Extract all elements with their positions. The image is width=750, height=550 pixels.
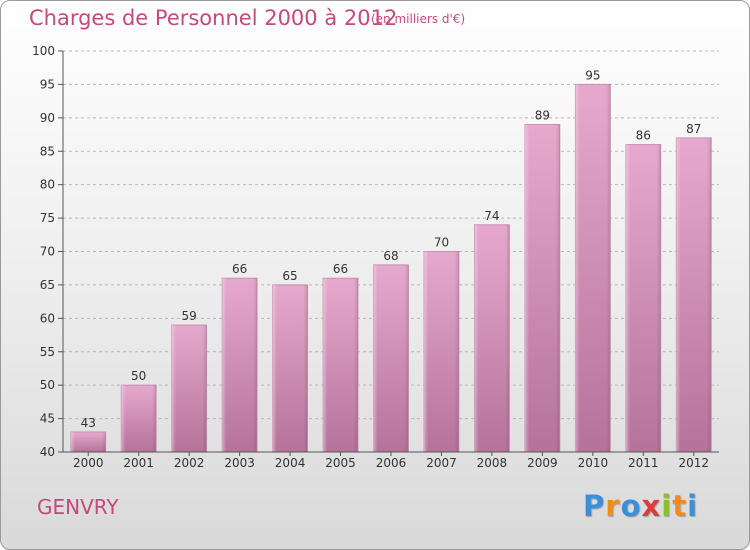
chart-subtitle: (en milliers d'€) — [371, 12, 466, 26]
bar-2007 — [423, 251, 460, 453]
y-tick-label: 80 — [40, 178, 55, 192]
bar-2006 — [373, 264, 409, 453]
bar-2001 — [120, 384, 157, 453]
logo-letter: r — [605, 489, 621, 523]
x-tick-label: 2006 — [376, 456, 407, 470]
y-tick-label: 60 — [40, 311, 55, 325]
x-tick-label: 2002 — [174, 456, 205, 470]
bar-shading — [625, 144, 661, 453]
y-tick-label: 100 — [32, 44, 55, 58]
x-tick-label: 2010 — [578, 456, 609, 470]
x-tick-label: 2005 — [325, 456, 356, 470]
y-tick-label: 65 — [40, 278, 55, 292]
bar-2010 — [574, 83, 611, 453]
y-tick-label: 90 — [40, 111, 55, 125]
data-label: 66 — [232, 262, 247, 276]
y-tick-label: 45 — [40, 412, 55, 426]
data-label: 95 — [585, 68, 600, 82]
bar-2008 — [474, 224, 510, 453]
logo-letter: x — [641, 489, 662, 523]
logo-letter: P — [583, 489, 606, 523]
data-label: 43 — [81, 416, 96, 430]
bar-2009 — [524, 124, 561, 453]
x-tick-label: 2001 — [123, 456, 154, 470]
logo-letter: o — [620, 489, 642, 523]
bar-2011 — [625, 144, 662, 453]
data-label: 70 — [434, 236, 449, 250]
y-tick-label: 95 — [40, 77, 55, 91]
data-label: 65 — [282, 269, 297, 283]
data-label: 50 — [131, 369, 146, 383]
bar-shading — [474, 224, 510, 452]
bar-shading — [121, 385, 157, 452]
bar-2003 — [221, 277, 258, 453]
bar-shading — [323, 278, 358, 452]
y-tick-label: 75 — [40, 211, 55, 225]
y-tick-label: 85 — [40, 144, 55, 158]
bar-shading — [424, 251, 459, 452]
bar-shading — [222, 278, 258, 452]
proxiti-logo[interactable]: Proxiti — [583, 489, 698, 523]
data-label: 59 — [182, 309, 197, 323]
x-tick-label: 2009 — [527, 456, 558, 470]
x-tick-label: 2004 — [275, 456, 306, 470]
bar-shading — [373, 264, 409, 452]
x-tick-label: 2007 — [426, 456, 457, 470]
bar-shading — [272, 284, 308, 452]
logo-letter: i — [687, 489, 699, 523]
x-tick-label: 2003 — [224, 456, 255, 470]
y-tick-label: 55 — [40, 345, 55, 359]
y-tick-label: 70 — [40, 245, 55, 259]
bar-shading — [70, 431, 106, 452]
data-label: 86 — [636, 129, 651, 143]
x-tick-label: 2000 — [73, 456, 104, 470]
x-tick-label: 2012 — [678, 456, 709, 470]
data-label: 87 — [686, 122, 701, 136]
data-label: 68 — [383, 249, 398, 263]
chart-title: Charges de Personnel 2000 à 2012 — [29, 6, 398, 30]
bar-2005 — [322, 277, 359, 453]
bar-2002 — [171, 324, 208, 453]
x-tick-label: 2011 — [628, 456, 659, 470]
bar-2004 — [272, 284, 308, 453]
bar-shading — [524, 124, 560, 453]
bar-shading — [171, 325, 207, 452]
y-tick-label: 50 — [40, 378, 55, 392]
place-name: GENVRY — [37, 495, 119, 519]
x-tick-label: 2008 — [477, 456, 508, 470]
data-label: 89 — [535, 109, 550, 123]
bar-2000 — [70, 431, 107, 453]
bar-2012 — [675, 137, 712, 453]
bar-shading — [676, 137, 712, 452]
y-tick-label: 40 — [40, 445, 55, 459]
logo-letter: i — [661, 489, 673, 523]
logo-letter: t — [672, 489, 688, 523]
data-label: 66 — [333, 262, 348, 276]
bar-shading — [575, 84, 611, 453]
data-label: 74 — [484, 209, 499, 223]
